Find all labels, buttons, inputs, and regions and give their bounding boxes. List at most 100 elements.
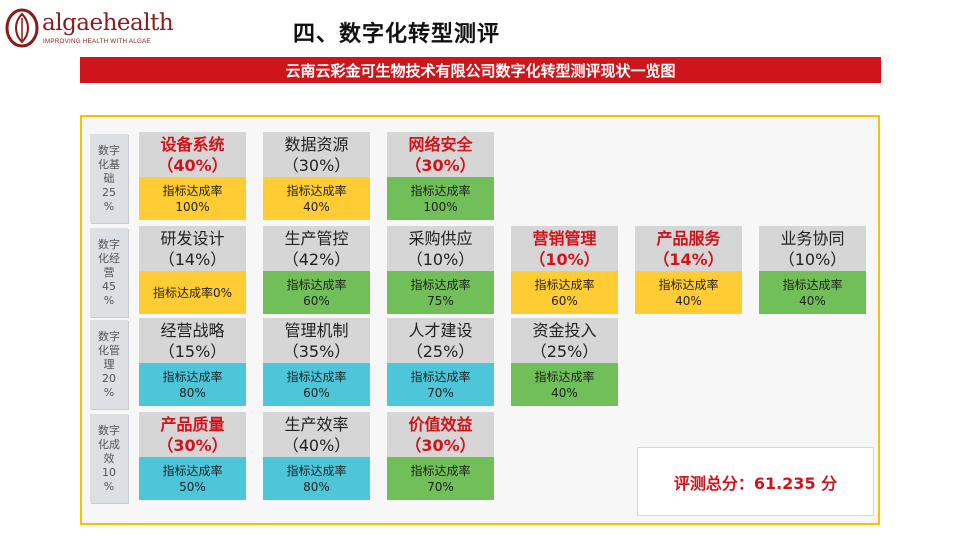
indicator-weight: （42%） <box>282 249 351 269</box>
achievement-rate: 指标达成率 75% <box>387 271 494 314</box>
achievement-rate: 指标达成率 40% <box>635 271 742 314</box>
indicator-card: 产品质量 （30%） 指标达成率 50% <box>139 412 246 500</box>
achievement-rate: 指标达成率 50% <box>139 457 246 500</box>
achievement-rate-label: 指标达成率 <box>162 463 223 478</box>
achievement-rate: 指标达成率 100% <box>387 177 494 220</box>
logo-tagline: IMPROVING HEALTH WITH ALGAE <box>43 38 151 45</box>
indicator-name: 数据资源 <box>284 134 349 154</box>
indicator-name: 采购供应 <box>408 228 473 248</box>
indicator-weight: （15%） <box>158 341 227 361</box>
indicator-header: 研发设计 （14%） <box>139 226 246 271</box>
indicator-card: 网络安全 （30%） 指标达成率 100% <box>387 132 494 220</box>
banner-title: 云南云彩金可生物技术有限公司数字化转型测评现状一览图 <box>80 57 881 83</box>
indicator-card: 采购供应 （10%） 指标达成率 75% <box>387 226 494 314</box>
indicator-card: 设备系统 （40%） 指标达成率 100% <box>139 132 246 220</box>
indicator-card: 数据资源 （30%） 指标达成率 40% <box>263 132 370 220</box>
indicator-weight: （10%） <box>778 249 847 269</box>
algaehealth-logo: algaehealth IMPROVING HEALTH WITH ALGAE <box>4 8 174 50</box>
achievement-rate: 指标达成率 60% <box>511 271 618 314</box>
indicator-card: 营销管理 （10%） 指标达成率 60% <box>511 226 618 314</box>
indicator-weight: （40%） <box>282 435 351 455</box>
indicator-name: 管理机制 <box>284 320 349 340</box>
indicator-card: 人才建设 （25%） 指标达成率 70% <box>387 318 494 406</box>
indicator-weight: （25%） <box>530 341 599 361</box>
dimension-label: 数字 化管 理 20 % <box>90 320 128 409</box>
indicator-card: 生产效率 （40%） 指标达成率 80% <box>263 412 370 500</box>
achievement-rate-value: 40% <box>799 293 826 308</box>
indicator-name: 产品服务 <box>656 228 721 248</box>
indicator-weight: （30%） <box>405 155 476 175</box>
achievement-rate-value: 100% <box>175 199 210 214</box>
achievement-rate: 指标达成率 80% <box>139 363 246 406</box>
indicator-weight: （30%） <box>157 435 228 455</box>
indicator-name: 资金投入 <box>532 320 597 340</box>
indicator-header: 生产管控 （42%） <box>263 226 370 271</box>
achievement-rate-label: 指标达成率 <box>286 463 347 478</box>
achievement-rate-value: 100% <box>423 199 458 214</box>
indicator-card: 资金投入 （25%） 指标达成率 40% <box>511 318 618 406</box>
indicator-weight: （30%） <box>405 435 476 455</box>
indicator-name: 产品质量 <box>160 414 225 434</box>
indicator-header: 网络安全 （30%） <box>387 132 494 177</box>
indicator-weight: （40%） <box>157 155 228 175</box>
dimension-label: 数字 化成 效 10 % <box>90 414 128 503</box>
achievement-rate: 指标达成率 60% <box>263 271 370 314</box>
indicator-weight: （14%） <box>653 249 724 269</box>
indicator-name: 业务协同 <box>780 228 845 248</box>
indicator-header: 人才建设 （25%） <box>387 318 494 363</box>
indicator-card: 经营战略 （15%） 指标达成率 80% <box>139 318 246 406</box>
achievement-rate: 指标达成率 40% <box>511 363 618 406</box>
indicator-weight: （35%） <box>282 341 351 361</box>
indicator-name: 经营战略 <box>160 320 225 340</box>
dimension-label: 数字 化基 础 25 % <box>90 134 128 223</box>
dimension-label: 数字 化经 营 45 % <box>90 228 128 317</box>
achievement-rate-label: 指标达成率 <box>534 369 595 384</box>
indicator-weight: （10%） <box>406 249 475 269</box>
indicator-card: 价值效益 （30%） 指标达成率 70% <box>387 412 494 500</box>
indicator-name: 生产效率 <box>284 414 349 434</box>
page-title: 四、数字化转型测评 <box>293 22 501 47</box>
achievement-rate: 指标达成率 80% <box>263 457 370 500</box>
indicator-header: 产品服务 （14%） <box>635 226 742 271</box>
indicator-card: 产品服务 （14%） 指标达成率 40% <box>635 226 742 314</box>
indicator-weight: （10%） <box>529 249 600 269</box>
achievement-rate: 指标达成率 40% <box>759 271 866 314</box>
achievement-rate-label: 指标达成率 <box>162 183 223 198</box>
achievement-rate-label: 指标达成率 <box>782 277 843 292</box>
achievement-rate-value: 70% <box>427 385 454 400</box>
indicator-weight: （14%） <box>158 249 227 269</box>
indicator-weight: （30%） <box>282 155 351 175</box>
indicator-header: 业务协同 （10%） <box>759 226 866 271</box>
total-score-box: 评测总分：61.235 分 <box>637 447 874 516</box>
indicator-card: 研发设计 （14%） 指标达成率0% <box>139 226 246 314</box>
indicator-card: 管理机制 （35%） 指标达成率 60% <box>263 318 370 406</box>
indicator-name: 生产管控 <box>284 228 349 248</box>
achievement-rate-label: 指标达成率 <box>658 277 719 292</box>
indicator-weight: （25%） <box>406 341 475 361</box>
achievement-rate: 指标达成率 70% <box>387 363 494 406</box>
achievement-rate-value: 60% <box>303 385 330 400</box>
indicator-name: 设备系统 <box>160 134 225 154</box>
achievement-rate-label: 指标达成率 <box>286 277 347 292</box>
indicator-name: 研发设计 <box>160 228 225 248</box>
achievement-rate-label: 指标达成率 <box>410 183 471 198</box>
achievement-rate-label: 指标达成率 <box>410 277 471 292</box>
indicator-header: 设备系统 （40%） <box>139 132 246 177</box>
leaf-emblem-icon <box>5 8 39 48</box>
achievement-rate-value: 40% <box>675 293 702 308</box>
achievement-rate-label: 指标达成率 <box>162 369 223 384</box>
achievement-rate-value: 50% <box>179 479 206 494</box>
achievement-rate-label: 指标达成率 <box>286 369 347 384</box>
achievement-rate-label: 指标达成率0% <box>152 285 233 300</box>
indicator-header: 管理机制 （35%） <box>263 318 370 363</box>
achievement-rate-value: 75% <box>427 293 454 308</box>
indicator-name: 人才建设 <box>408 320 473 340</box>
achievement-rate-label: 指标达成率 <box>534 277 595 292</box>
logo-wordmark: algaehealth <box>42 10 174 36</box>
indicator-header: 资金投入 （25%） <box>511 318 618 363</box>
achievement-rate-value: 80% <box>179 385 206 400</box>
indicator-header: 经营战略 （15%） <box>139 318 246 363</box>
achievement-rate: 指标达成率 40% <box>263 177 370 220</box>
indicator-header: 产品质量 （30%） <box>139 412 246 457</box>
achievement-rate-label: 指标达成率 <box>410 369 471 384</box>
